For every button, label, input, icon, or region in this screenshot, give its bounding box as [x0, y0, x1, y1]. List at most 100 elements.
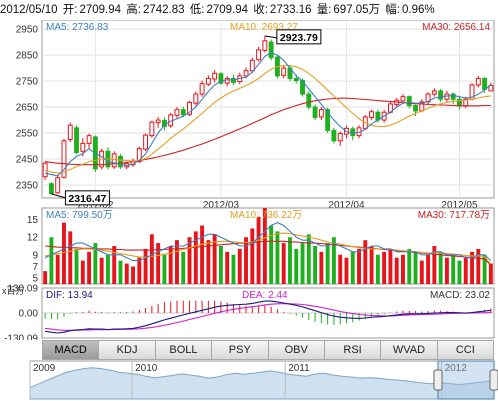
price-panel[interactable]: 2950 2850 2750 2650 2550 2450 2350 2012/02 2012/… [16, 20, 495, 211]
volume-bar [382, 251, 387, 284]
indicator-tabs: MACD KDJ BOLL PSY OBV RSI WVAD CCI [42, 340, 494, 360]
max-label-box [276, 29, 322, 45]
candle-body [406, 96, 412, 107]
volume-bar [394, 257, 399, 284]
volume-bar [43, 271, 48, 284]
open-label: 开: [62, 4, 78, 16]
quote-summary: 2012/05/10 开: 2709.94 高: 2742.83 低: 2709.94… [0, 0, 498, 20]
price-plot-frame [41, 20, 495, 199]
price-tick-label: 2850 [16, 51, 39, 62]
navigator-left-handle[interactable] [433, 369, 443, 391]
volume-bar [212, 234, 217, 284]
volume-bar [200, 225, 205, 284]
candle-body [231, 77, 236, 83]
volume-bar [244, 237, 248, 284]
candle-body [67, 124, 73, 141]
candle-body [413, 104, 418, 112]
volume-bar [105, 254, 110, 284]
candle-body [118, 155, 123, 168]
tab-rsi[interactable]: RSI [324, 340, 382, 360]
high-label: 高: [126, 4, 141, 16]
open-value: 2709.94 [79, 4, 122, 16]
volume-bar [225, 251, 230, 284]
time-navigator[interactable]: 2009 2010 2011 2012 [0, 360, 498, 401]
volume-bar [432, 246, 437, 284]
macd-tick-label: 130.09 [7, 284, 38, 295]
candle-body [337, 133, 343, 142]
tab-macd[interactable]: MACD [42, 340, 100, 360]
candle-body [482, 77, 488, 90]
stock-chart[interactable]: 2950 2850 2750 2650 2550 2450 2350 2012/02 2012/… [0, 20, 498, 340]
tab-obv[interactable]: OBV [268, 340, 325, 360]
candle-body [400, 96, 406, 102]
volume-bar [55, 254, 60, 284]
candle-body [450, 93, 456, 100]
volume-bar [143, 248, 148, 284]
dea-legend: DEA: 2.44 [242, 290, 288, 301]
min-pointer [51, 193, 66, 199]
candle-body [212, 72, 218, 80]
price-tick-label: 2450 [16, 155, 39, 166]
volume-bar [344, 257, 349, 284]
candle-body [331, 129, 337, 142]
dif-legend: DIF: 13.94 [46, 290, 93, 301]
candle-body [187, 101, 192, 115]
macd-tick-label: 0.00 [19, 309, 39, 320]
macd-panel[interactable]: 130.09 0.00 -130.09 DIF: 13.94 DEA: 2.44 MACD… [4, 284, 495, 341]
candle-body [193, 93, 199, 104]
high-value: 2742.83 [142, 4, 185, 16]
navigator-year-label: 2012 [445, 363, 468, 374]
candle-body [224, 77, 230, 84]
volume-bar [457, 260, 462, 284]
volume-bar [375, 254, 380, 284]
navigator-right-handle[interactable] [489, 369, 498, 391]
volume-ma30-legend: MA30: 717.78万 [418, 210, 490, 221]
volume-bar [256, 216, 261, 284]
volume-bar [93, 243, 98, 284]
volume-bar [306, 234, 311, 284]
volume-bar [426, 254, 431, 284]
candle-body [318, 109, 324, 118]
navigator-area [29, 367, 495, 400]
volume-bar [388, 248, 393, 284]
volume-bar [131, 266, 135, 284]
tab-wvad[interactable]: WVAD [381, 340, 438, 360]
tab-psy[interactable]: PSY [212, 340, 269, 360]
ma10-line [44, 64, 491, 174]
change-value: 0.96% [402, 4, 435, 16]
volume-bar [294, 248, 299, 284]
volume-panel[interactable]: 15 12 975 MA5: 799.50万 MA10: 736.22万 MA30: 71… [2, 207, 495, 296]
volume-bar [193, 231, 198, 284]
volume-bar [99, 257, 104, 284]
volume-bar [250, 228, 255, 284]
volume-bar [262, 208, 267, 284]
volume-bar [137, 257, 142, 284]
candle-body [312, 106, 318, 118]
dif-line [45, 300, 491, 334]
tab-boll[interactable]: BOLL [155, 340, 213, 360]
volume-bar [331, 237, 336, 284]
change-label: 幅: [385, 4, 400, 16]
volume-bar [187, 237, 192, 284]
volume-tick-label: 7 [32, 262, 38, 273]
volume-bar [237, 248, 242, 284]
volume-bar [463, 257, 468, 284]
candle-body [61, 140, 67, 178]
volume-bar [288, 237, 292, 284]
quote-date: 2012/05/10 [0, 4, 58, 16]
candle-body [218, 73, 224, 84]
volume-bar [482, 254, 487, 284]
candle-body [369, 111, 375, 118]
candle-body [281, 67, 287, 76]
candle-body [136, 148, 142, 163]
candle-body [325, 109, 331, 131]
volume-bar [438, 251, 443, 284]
tab-cci[interactable]: CCI [437, 340, 494, 360]
min-label-box [64, 190, 110, 206]
candle-body [86, 135, 92, 144]
tab-kdj[interactable]: KDJ [99, 340, 156, 360]
candle-body [80, 142, 86, 152]
candle-body [92, 136, 98, 170]
navigator-selection[interactable] [437, 360, 495, 400]
volume-bar [269, 225, 274, 284]
